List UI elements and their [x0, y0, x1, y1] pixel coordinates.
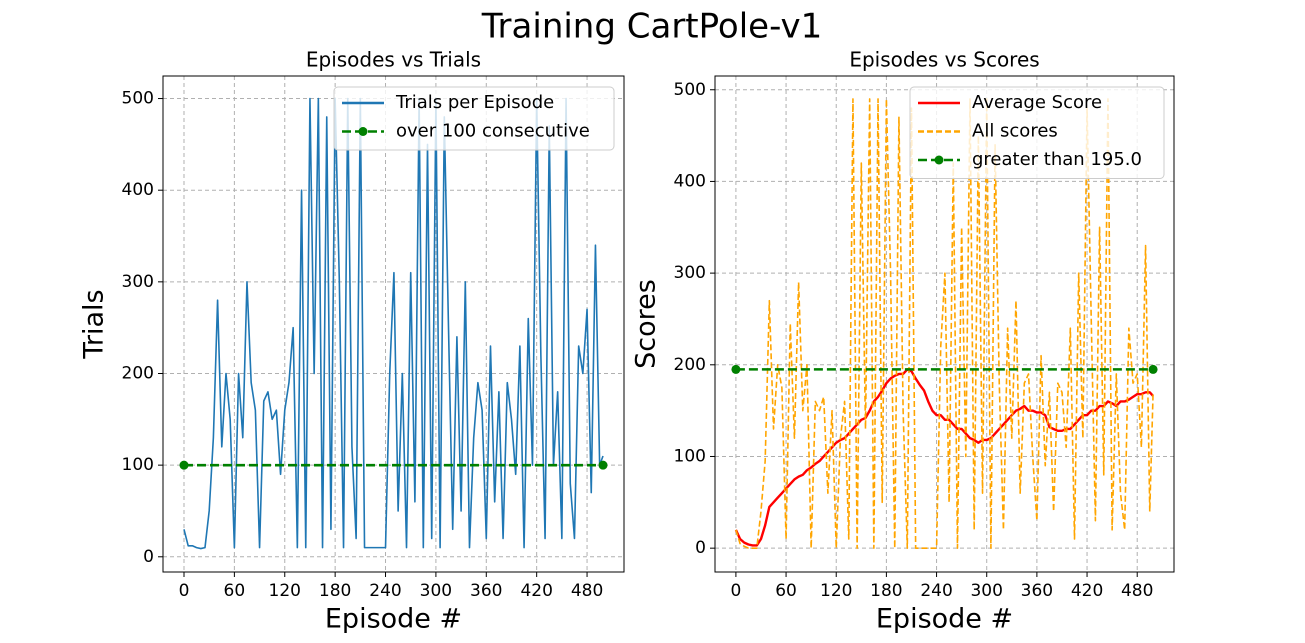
y-tick-label: 200: [674, 355, 706, 375]
legend-marker: [358, 127, 368, 136]
series-line: [183, 97, 604, 550]
y-tick-label: 0: [143, 547, 154, 567]
y-tick-label: 500: [674, 80, 706, 100]
x-tick-label: 420: [520, 581, 552, 601]
x-tick-label: 300: [970, 581, 1002, 601]
figure-title: Training CartPole-v1: [481, 7, 822, 47]
axes-title: Episodes vs Trials: [306, 48, 481, 72]
x-tick-label: 120: [269, 581, 301, 601]
legend-marker: [934, 155, 944, 165]
x-tick-label: 480: [1121, 581, 1153, 601]
y-tick-label: 100: [122, 455, 154, 475]
y-tick-label: 100: [674, 446, 706, 466]
y-axis-label: Scores: [631, 279, 662, 369]
y-tick-label: 0: [695, 538, 706, 558]
series-marker: [179, 460, 189, 470]
legend-box: [909, 86, 1165, 179]
x-tick-label: 120: [820, 581, 852, 601]
x-tick-label: 240: [920, 581, 952, 601]
series-marker: [598, 460, 608, 470]
axes-frame: [714, 75, 1175, 573]
x-tick-label: 60: [224, 581, 246, 601]
x-tick-label: 420: [1071, 581, 1103, 601]
x-tick-label: 360: [1021, 581, 1053, 601]
plot-area: [734, 98, 1154, 549]
y-tick-label: 400: [122, 180, 154, 200]
series-line: [735, 98, 1154, 549]
series-marker: [731, 364, 741, 374]
legend-box: [333, 86, 615, 151]
x-tick-label: 240: [369, 581, 401, 601]
x-tick-label: 300: [420, 581, 452, 601]
legend-label: Average Score: [972, 92, 1102, 113]
series-marker: [1148, 364, 1158, 374]
y-tick-label: 200: [122, 363, 154, 383]
legend-label: over 100 consecutive: [396, 121, 590, 142]
y-tick-label: 300: [122, 272, 154, 292]
x-tick-label: 60: [775, 581, 797, 601]
x-tick-label: 180: [319, 581, 351, 601]
axes-title: Episodes vs Scores: [849, 48, 1039, 72]
y-axis-label: Trials: [79, 289, 110, 359]
axes-frame: [162, 75, 625, 573]
series-line: [734, 368, 1154, 547]
legend-label: greater than 195.0: [972, 149, 1142, 170]
x-axis-label: Episode #: [876, 604, 1013, 635]
x-tick-label: 180: [870, 581, 902, 601]
x-axis-label: Episode #: [325, 604, 462, 635]
x-tick-label: 360: [470, 581, 502, 601]
legend-label: All scores: [972, 121, 1058, 142]
legend-label: Trials per Episode: [395, 92, 554, 113]
x-tick-label: 480: [571, 581, 603, 601]
x-tick-label: 0: [179, 581, 190, 601]
y-tick-label: 500: [122, 89, 154, 109]
y-tick-label: 300: [674, 263, 706, 283]
y-tick-label: 400: [674, 171, 706, 191]
plot-area: [183, 97, 604, 550]
x-tick-label: 0: [730, 581, 741, 601]
